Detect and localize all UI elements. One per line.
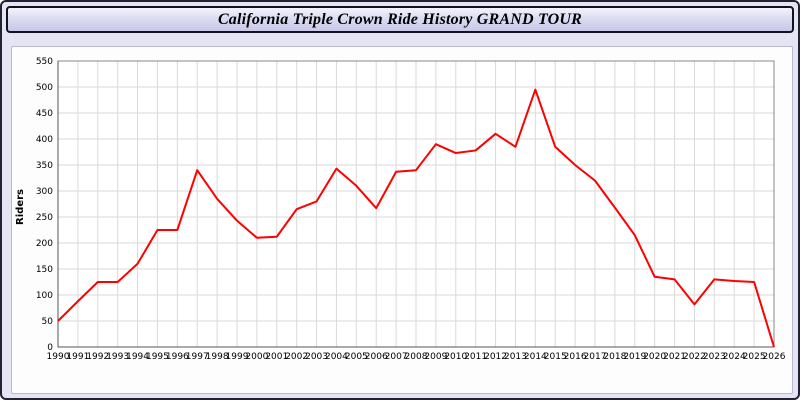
x-tick-label: 2010 bbox=[444, 352, 467, 362]
x-tick-label: 2001 bbox=[265, 352, 288, 362]
x-tick-label: 2026 bbox=[763, 352, 786, 362]
x-tick-label: 2023 bbox=[703, 352, 726, 362]
y-tick-label: 100 bbox=[36, 291, 53, 301]
x-tick-label: 2019 bbox=[623, 352, 646, 362]
y-tick-label: 0 bbox=[47, 343, 53, 353]
chart-panel: Riders 0 50 100 150 200 250 300 350 400 450 500 550… bbox=[11, 46, 793, 394]
riders-series-line bbox=[57, 88, 775, 348]
x-tick-label: 2014 bbox=[524, 352, 547, 362]
x-tick-label: 1993 bbox=[106, 352, 129, 362]
x-tick-label: 1995 bbox=[146, 352, 169, 362]
x-tick-label: 2004 bbox=[325, 352, 348, 362]
x-tick-label: 1999 bbox=[226, 352, 249, 362]
ride-history-line-chart: Riders 0 50 100 150 200 250 300 350 400 450 500 550… bbox=[15, 57, 786, 362]
y-tick-label: 150 bbox=[36, 265, 53, 275]
x-tick-label: 2024 bbox=[723, 352, 746, 362]
x-tick-label: 2002 bbox=[285, 352, 308, 362]
y-tick-label: 400 bbox=[36, 135, 53, 145]
x-tick-label: 1998 bbox=[206, 352, 229, 362]
y-tick-label: 500 bbox=[36, 83, 53, 93]
y-axis-label: Riders bbox=[15, 189, 26, 225]
x-tick-label: 1992 bbox=[86, 352, 109, 362]
x-tick-label: 1994 bbox=[126, 352, 149, 362]
x-tick-label: 2018 bbox=[603, 352, 626, 362]
title-bar: California Triple Crown Ride History GRA… bbox=[6, 6, 794, 33]
y-tick-label: 350 bbox=[36, 161, 53, 171]
x-tick-label: 2025 bbox=[743, 352, 766, 362]
y-tick-label: 450 bbox=[36, 109, 53, 119]
x-tick-label: 2020 bbox=[643, 352, 666, 362]
x-tick-label: 2005 bbox=[345, 352, 368, 362]
x-tick-label: 2021 bbox=[663, 352, 686, 362]
x-tick-label: 2022 bbox=[683, 352, 706, 362]
x-tick-label: 2012 bbox=[484, 352, 507, 362]
x-tick-label: 1997 bbox=[186, 352, 209, 362]
x-tick-label: 2011 bbox=[464, 352, 487, 362]
y-tick-label: 300 bbox=[36, 187, 53, 197]
x-tick-label: 2016 bbox=[564, 352, 587, 362]
x-tick-label: 1991 bbox=[66, 352, 89, 362]
y-tick-label: 200 bbox=[36, 239, 53, 249]
x-tick-label: 2009 bbox=[424, 352, 447, 362]
x-tick-label: 2000 bbox=[245, 352, 268, 362]
y-tick-label: 50 bbox=[42, 317, 54, 327]
y-tick-label: 550 bbox=[36, 57, 53, 67]
x-tick-label: 2017 bbox=[584, 352, 607, 362]
x-tick-label: 2013 bbox=[504, 352, 527, 362]
x-tick-label: 1996 bbox=[166, 352, 189, 362]
x-tick-label: 1990 bbox=[47, 352, 70, 362]
x-tick-label: 2003 bbox=[305, 352, 328, 362]
x-tick-label: 2015 bbox=[544, 352, 567, 362]
page-title: California Triple Crown Ride History GRA… bbox=[217, 10, 583, 28]
x-tick-label: 2007 bbox=[385, 352, 408, 362]
x-tick-label: 2006 bbox=[365, 352, 388, 362]
x-tick-label: 2008 bbox=[405, 352, 428, 362]
y-tick-label: 250 bbox=[36, 213, 53, 223]
